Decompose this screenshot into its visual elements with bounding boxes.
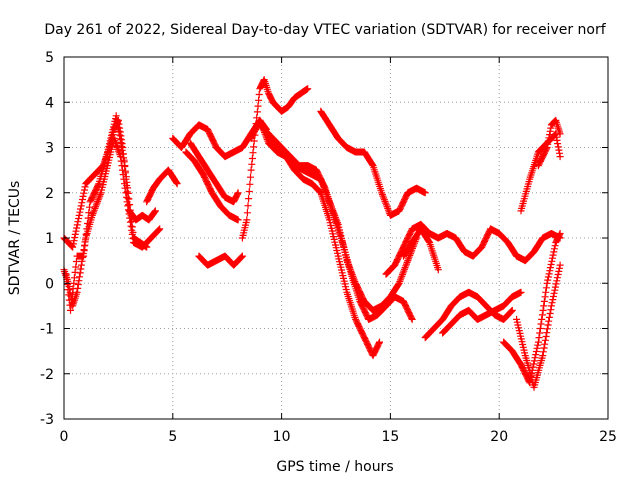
marker-path-track-17 (439, 288, 525, 337)
y-tick-label: -2 (40, 367, 54, 383)
chart-title: Day 261 of 2022, Sidereal Day-to-day VTE… (44, 22, 606, 38)
series-track-17 (439, 288, 525, 337)
series-track-4 (143, 166, 181, 206)
series-track-6 (182, 148, 242, 224)
x-tick-label: 10 (273, 429, 291, 445)
y-tick-label: 1 (45, 231, 54, 247)
y-tick-label: 0 (45, 276, 54, 292)
series-track-14 (382, 220, 564, 278)
marker-path-track-19 (513, 261, 564, 391)
series-track-15 (400, 225, 442, 274)
series-track-3 (62, 112, 151, 314)
marker-path-track-7 (186, 139, 242, 206)
x-tick-label: 15 (381, 429, 399, 445)
y-tick-labels: -3 -2 -1 0 1 2 3 4 5 (40, 50, 54, 428)
y-tick-label: 5 (45, 50, 54, 66)
series-track-7 (186, 139, 242, 206)
axis-ticks (63, 56, 609, 420)
y-tick-label: 4 (45, 95, 54, 111)
x-tick-label: 0 (60, 429, 69, 445)
marker-path-track-21 (534, 116, 564, 170)
marker-path-track-8 (195, 252, 246, 269)
x-tick-label: 25 (599, 429, 617, 445)
series-track-21 (534, 116, 564, 170)
marker-path-track-14 (382, 220, 564, 278)
x-tick-labels: 0 5 10 15 20 25 (60, 429, 617, 445)
series-track-19 (513, 261, 564, 391)
y-tick-label: -1 (40, 322, 54, 338)
gridlines (64, 57, 608, 419)
marker-path-track-9 (238, 76, 312, 242)
marker-path-track-6 (182, 148, 242, 224)
series-track-8 (195, 252, 246, 269)
marker-path-track-18 (500, 230, 564, 387)
y-tick-label: 3 (45, 141, 54, 157)
x-tick-label: 5 (168, 429, 177, 445)
marker-path-track-4 (143, 166, 181, 206)
marker-path-track-3 (62, 112, 151, 314)
marker-path-track-15 (400, 225, 442, 274)
y-tick-label: 2 (45, 186, 54, 202)
x-tick-label: 20 (490, 429, 508, 445)
y-axis-label: SDTVAR / TECUs (7, 181, 23, 296)
marker-path-track-12 (260, 125, 416, 323)
series-track-12 (260, 125, 416, 323)
y-tick-label: -3 (40, 412, 54, 428)
x-axis-label: GPS time / hours (276, 459, 393, 475)
series-track-13 (317, 107, 429, 219)
series-track-18 (500, 230, 564, 387)
series-track-9 (238, 76, 312, 242)
marker-path-track-13 (317, 107, 429, 219)
